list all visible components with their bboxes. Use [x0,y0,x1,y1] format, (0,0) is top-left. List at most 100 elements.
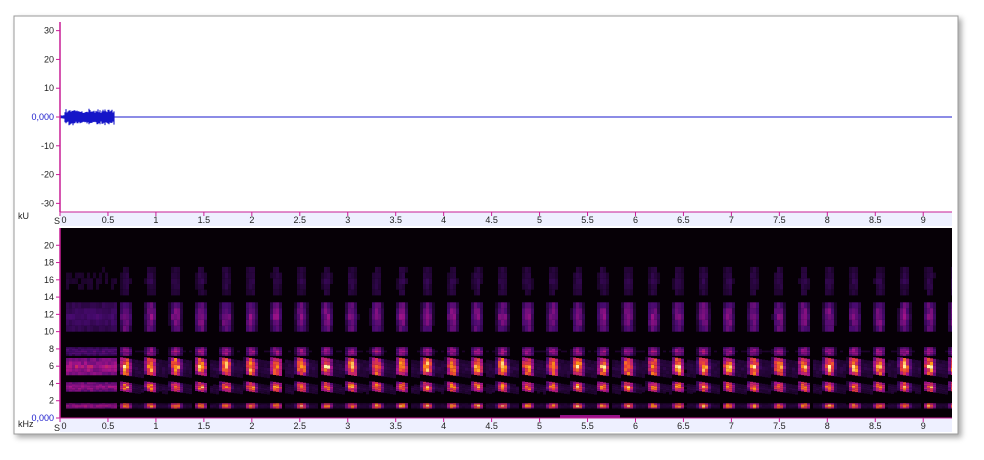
spectrogram-cell [633,319,636,326]
spectrogram-cell [372,348,375,351]
spectrogram-cell [657,352,660,355]
spectrogram-cell [582,369,585,373]
spectrogram-cell [621,302,624,309]
spectrogram-cell [678,319,681,326]
spectrogram-cell [381,302,384,309]
waveform-y-unit: kU [18,211,29,221]
spectrogram-cell [525,403,528,405]
spectrogram-cell [534,404,537,406]
spectrogram-cell [486,389,489,392]
spectrogram-cell [468,360,471,365]
spectrogram-cell [366,392,369,395]
spectrogram-cell [405,405,408,407]
spectrogram-cell [522,319,525,326]
spectrogram-cell [591,405,594,407]
x-tick-label: 3.5 [389,215,402,225]
spectrogram-cell [291,405,294,407]
spectrogram-cell [66,389,69,392]
spectrogram-cell [321,314,324,320]
spectrogram-cell [201,347,204,349]
spectrogram-cell [195,407,198,409]
spectrogram-cell [153,289,156,296]
spectrogram-cell [249,272,252,279]
spectrogram-cell [120,385,123,388]
spectrogram-cell [723,404,726,406]
spectrogram-cell [354,407,357,409]
spectrogram-cell [327,372,330,376]
spectrogram-cell [243,406,246,408]
spectrogram-cell [156,362,159,367]
spectrogram-cell [705,365,708,369]
spectrogram-cell [423,354,426,356]
spectrogram-cell [327,384,330,387]
spectrogram-cell [603,302,606,309]
spectrogram-cell [90,382,93,385]
spectrogram-cell [366,407,369,409]
spectrogram-cell [687,405,690,407]
spectrogram-cell [507,319,510,326]
spectrogram-cell [654,325,657,332]
spectrogram-cell [204,347,207,349]
spectrogram-cell [381,358,384,363]
spectrogram-cell [171,347,174,349]
spectrogram-cell [537,403,540,405]
spectrogram-cell [156,359,159,363]
spectrogram-cell [129,348,132,351]
spectrogram-cell [234,385,237,388]
spectrogram-cell [378,266,381,273]
spectrogram-cell [150,352,153,355]
spectrogram-cell [741,392,744,394]
spectrogram-cell [555,314,558,320]
spectrogram-cell [279,325,282,332]
spectrogram-cell [450,302,453,309]
spectrogram-cell [201,314,204,320]
spectrogram-cell [723,284,726,290]
spectrogram-cell [291,364,294,368]
spectrogram-cell [138,386,141,389]
spectrogram-cell [108,389,111,392]
spectrogram-cell [387,404,390,406]
spectrogram-cell [558,385,561,388]
spectrogram-cell [621,348,624,351]
spectrogram-cell [66,368,69,372]
spectrogram-cell [357,389,360,391]
spectrogram-cell [396,407,399,409]
spectrogram-cell [177,319,180,326]
spectrogram-cell [177,289,180,296]
spectrogram-cell [633,302,636,309]
spectrogram-cell [432,369,435,373]
spectrogram-cell [183,369,186,374]
spectrogram-cell [375,405,378,407]
spectrogram-cell [87,319,90,326]
spectrogram-cell [159,383,162,386]
spectrogram-cell [624,357,627,362]
spectrogram-cell [423,389,426,392]
spectrogram-cell [729,384,732,387]
spectrogram-cell [510,373,513,377]
spectrogram-cell [390,403,393,405]
spectrogram-cell [111,284,114,290]
spectrogram-cell [531,369,534,373]
spectrogram-cell [705,272,708,279]
spectrogram-cell [741,403,744,405]
spectrogram-cell [165,407,168,409]
spectrogram-cell [516,360,519,364]
spectrogram-cell [321,319,324,326]
spectrogram-cell [573,364,576,368]
spectrogram-cell [111,384,114,386]
spectrogram-cell [738,407,741,409]
spectrogram-cell [363,390,366,392]
spectrogram-cell [120,314,123,320]
spectrogram-cell [75,403,78,405]
spectrogram-cell [270,347,273,349]
spectrogram-cell [579,314,582,320]
spectrogram-cell [186,403,189,405]
spectrogram-cell [624,385,627,388]
spectrogram-cell [147,383,150,386]
spectrogram-cell [96,319,99,326]
spectrogram-cell [162,407,165,409]
spectrogram-cell [369,406,372,408]
spectrogram-cell [513,403,516,405]
spectrogram-cell [501,361,504,365]
spectrogram-cell [351,319,354,326]
